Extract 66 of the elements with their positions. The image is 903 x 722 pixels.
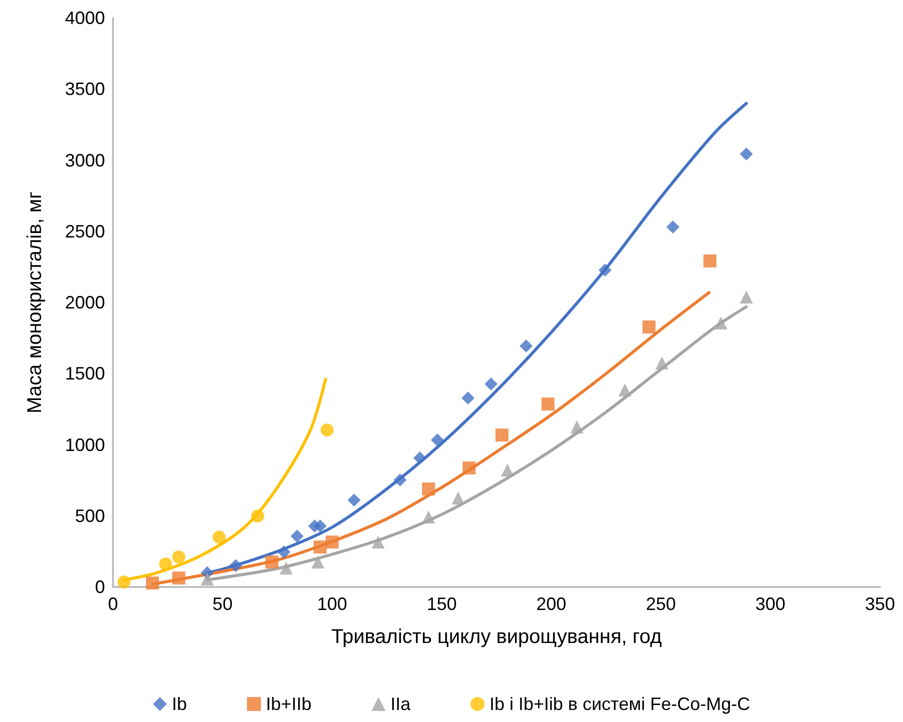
x-tick-label: 150: [426, 594, 457, 614]
point: [311, 555, 324, 568]
point: [462, 391, 475, 404]
x-tick-label: 50: [212, 594, 233, 614]
x-tick-label: 0: [108, 594, 118, 614]
point: [542, 398, 554, 411]
point: [520, 340, 533, 353]
point: [740, 147, 753, 160]
point: [320, 423, 334, 436]
point: [714, 316, 728, 330]
y-tick-label: 2500: [64, 221, 105, 242]
point: [200, 572, 214, 586]
point: [117, 576, 130, 589]
point: [314, 519, 327, 532]
point: [314, 540, 327, 554]
legend-label: Ib і Ib+Iib в системі Fe-Co-Mg-C: [489, 694, 750, 714]
point: [277, 546, 290, 559]
y-tick-label: 500: [74, 506, 105, 526]
point: [740, 290, 753, 304]
y-tick-label: 0: [94, 577, 105, 597]
point: [290, 530, 304, 543]
point: [452, 491, 465, 504]
y-tick-label: 3000: [64, 150, 105, 170]
y-tick-label: 1500: [64, 364, 105, 384]
point: [500, 464, 514, 477]
point: [430, 434, 444, 447]
y-axis-title: Маса монокристалів, мг: [24, 192, 46, 414]
point: [394, 474, 407, 487]
x-tick-label: 350: [864, 594, 896, 614]
point: [703, 254, 716, 268]
point: [251, 510, 264, 523]
legend-label: IIa: [390, 694, 412, 714]
point: [229, 559, 242, 572]
point: [146, 576, 159, 590]
point: [666, 220, 680, 234]
legend-label: Ib+IIb: [266, 694, 312, 714]
point: [372, 536, 385, 549]
point: [422, 482, 436, 496]
y-tick-label: 1000: [64, 434, 105, 455]
x-tick-label: 100: [317, 594, 348, 614]
x-tick-label: 200: [536, 594, 566, 614]
point: [462, 461, 476, 474]
point: [495, 428, 508, 442]
point: [159, 557, 172, 570]
y-tick-label: 3500: [64, 79, 105, 100]
point: [280, 561, 293, 574]
point: [172, 550, 186, 564]
point: [618, 383, 632, 396]
y-tick-label: 4000: [64, 8, 105, 28]
x-axis-title: Тривалість циклу вирощування, год: [331, 626, 662, 648]
point: [348, 494, 361, 507]
legend-label: Ib: [172, 694, 187, 714]
point: [172, 572, 186, 585]
point: [598, 264, 612, 277]
x-tick-label: 300: [755, 594, 786, 614]
x-tick-label: 250: [646, 594, 676, 614]
point: [642, 320, 656, 334]
point: [326, 536, 339, 549]
y-tick-label: 2000: [64, 292, 105, 312]
point: [655, 356, 668, 370]
point: [570, 420, 584, 434]
point: [422, 510, 436, 524]
point: [413, 451, 426, 464]
point: [265, 555, 278, 568]
point: [212, 530, 226, 544]
point: [484, 378, 498, 391]
